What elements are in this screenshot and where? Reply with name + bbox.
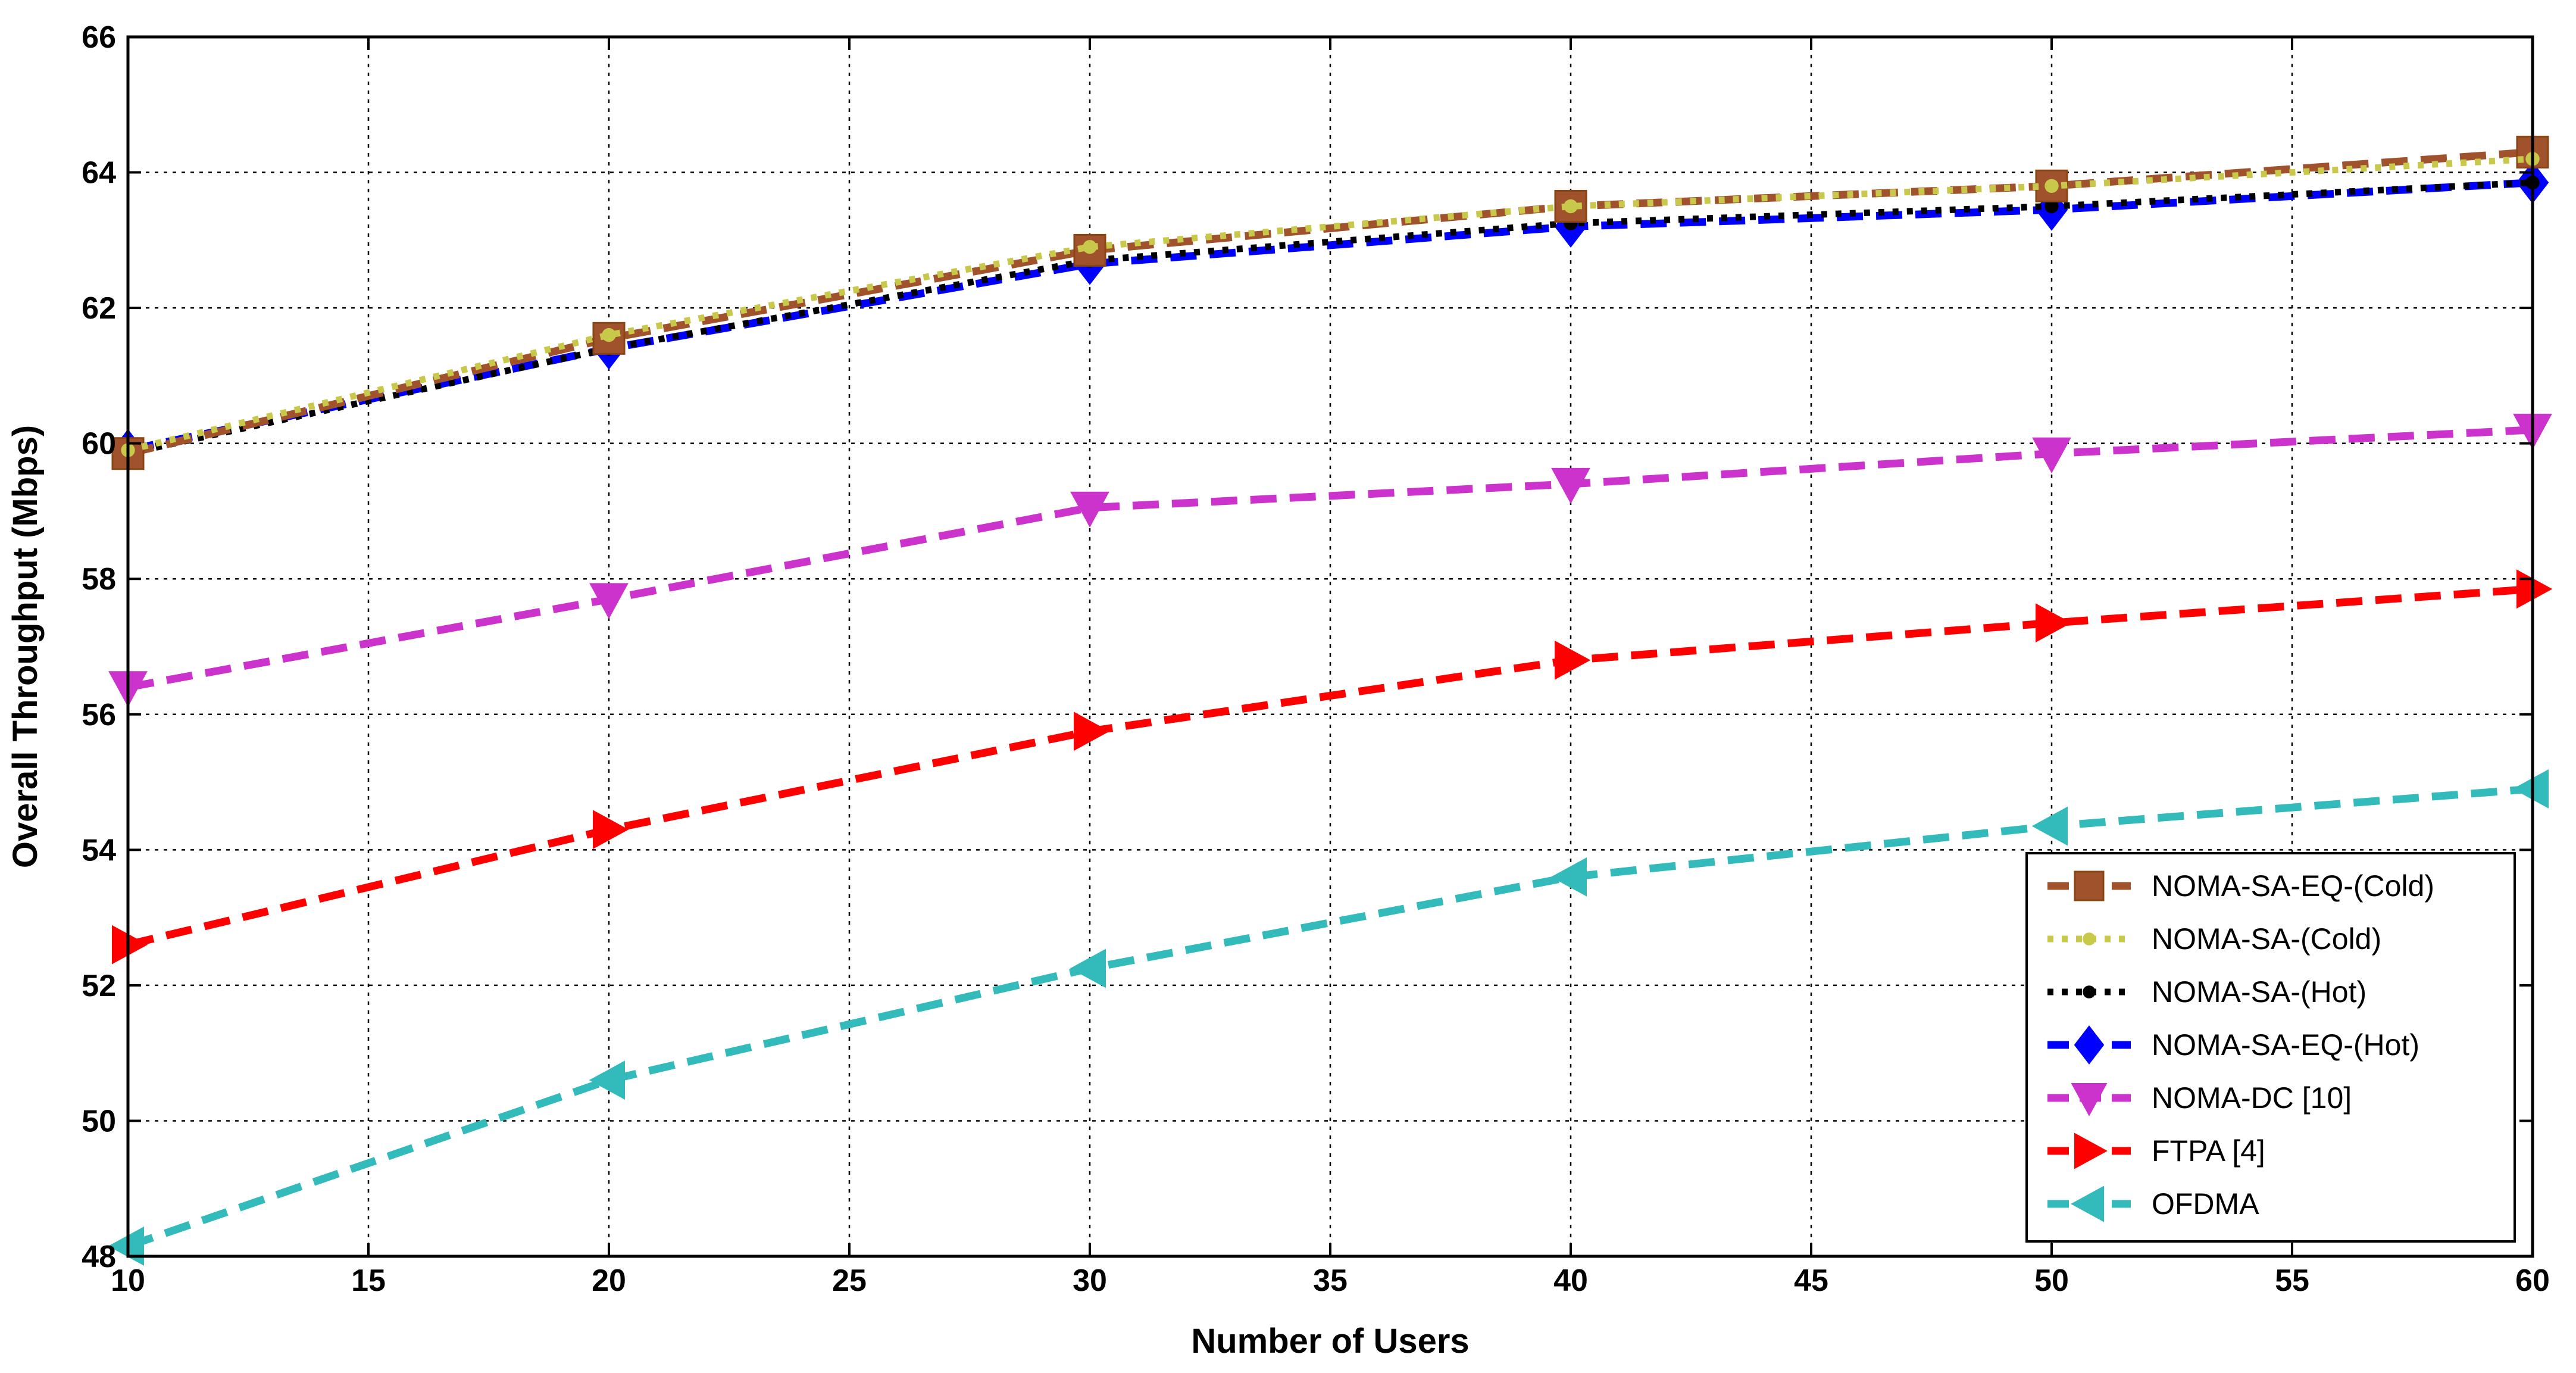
data-point	[1074, 712, 1110, 751]
x-tick-label: 15	[351, 1263, 386, 1298]
data-point	[2044, 179, 2059, 194]
x-tick-label: 45	[1794, 1263, 1828, 1298]
legend-entry: NOMA-SA-EQ-(Hot)	[2047, 1025, 2419, 1065]
x-tick-label: 30	[1073, 1263, 1107, 1298]
legend-marker	[2074, 1132, 2108, 1169]
data-point	[1070, 948, 1106, 988]
y-tick-label: 48	[82, 1240, 116, 1274]
legend-marker	[2071, 1083, 2108, 1116]
data-point	[1550, 857, 1587, 897]
y-tick-label: 60	[82, 427, 116, 461]
x-tick-label: 10	[111, 1263, 145, 1298]
series-line	[127, 179, 2533, 454]
legend-label: FTPA [4]	[2152, 1134, 2265, 1168]
y-tick-label: 50	[82, 1104, 116, 1138]
x-tick-label: 35	[1313, 1263, 1348, 1298]
axis-ticks: 10 15 20 25 30 35 40 45 50 55 60 48 50 52 54 56 58 60 62 64…	[82, 20, 2550, 1298]
y-tick-label: 62	[82, 291, 116, 326]
legend-entry: NOMA-DC [10]	[2047, 1081, 2352, 1116]
legend-label: OFDMA	[2152, 1187, 2259, 1221]
data-point	[589, 1060, 625, 1100]
data-point	[602, 327, 616, 342]
data-point	[2032, 437, 2071, 474]
legend-marker	[2074, 870, 2105, 901]
legend-label: NOMA-DC [10]	[2152, 1081, 2352, 1115]
data-point	[112, 925, 148, 965]
x-tick-label: 25	[832, 1263, 867, 1298]
series-line	[126, 785, 2533, 1250]
legend-entry: NOMA-SA-EQ-(Cold)	[2047, 869, 2434, 903]
legend-marker	[2074, 1025, 2105, 1065]
legend-marker	[2083, 985, 2096, 998]
data-point	[1070, 491, 1109, 528]
y-tick-label: 52	[82, 969, 116, 1003]
data-point	[593, 810, 629, 850]
data-point	[1555, 640, 1591, 680]
legend-label: NOMA-SA-(Hot)	[2152, 975, 2366, 1009]
y-axis-label: Overall Throughput (Mbps)	[6, 425, 45, 868]
x-axis-label: Number of Users	[1191, 1322, 1469, 1360]
series-line	[127, 585, 2533, 948]
legend-label: NOMA-SA-(Cold)	[2152, 922, 2381, 956]
y-tick-label: 58	[82, 562, 116, 597]
legend-marker	[2083, 932, 2096, 946]
series-line	[127, 426, 2533, 691]
legend-label: NOMA-SA-EQ-(Cold)	[2152, 869, 2434, 903]
legend-box	[2025, 852, 2516, 1243]
x-tick-label: 20	[592, 1263, 626, 1298]
x-tick-label: 40	[1553, 1263, 1588, 1298]
series-6	[112, 569, 2553, 965]
y-tick-label: 56	[82, 698, 116, 732]
y-tick-label: 66	[82, 20, 116, 55]
x-tick-label: 55	[2275, 1263, 2309, 1298]
legend-entry: FTPA [4]	[2047, 1132, 2265, 1169]
data-point	[2036, 603, 2072, 643]
legend-entry: OFDMA	[2047, 1185, 2259, 1222]
data-point	[1551, 467, 1590, 504]
data-point	[2031, 806, 2068, 846]
x-tick-label: 60	[2515, 1263, 2550, 1298]
data-point	[1564, 199, 1578, 214]
data-point	[2512, 769, 2549, 809]
legend-label: NOMA-SA-EQ-(Hot)	[2152, 1028, 2419, 1062]
legend: NOMA-SA-EQ-(Cold) NOMA-SA-(Cold) NOMA-SA-(…	[2025, 852, 2516, 1243]
legend-entry: NOMA-SA-(Hot)	[2047, 975, 2366, 1009]
legend-marker	[2071, 1185, 2104, 1222]
data-point	[2044, 199, 2059, 214]
series-1	[111, 135, 2549, 470]
legend-entry: NOMA-SA-(Cold)	[2047, 922, 2381, 956]
data-point	[589, 583, 629, 619]
y-tick-label: 54	[82, 833, 116, 868]
x-tick-label: 50	[2034, 1263, 2069, 1298]
y-tick-label: 64	[82, 156, 116, 191]
data-point	[1083, 240, 1097, 254]
series-lines	[108, 135, 2553, 1266]
series-line	[127, 148, 2533, 458]
